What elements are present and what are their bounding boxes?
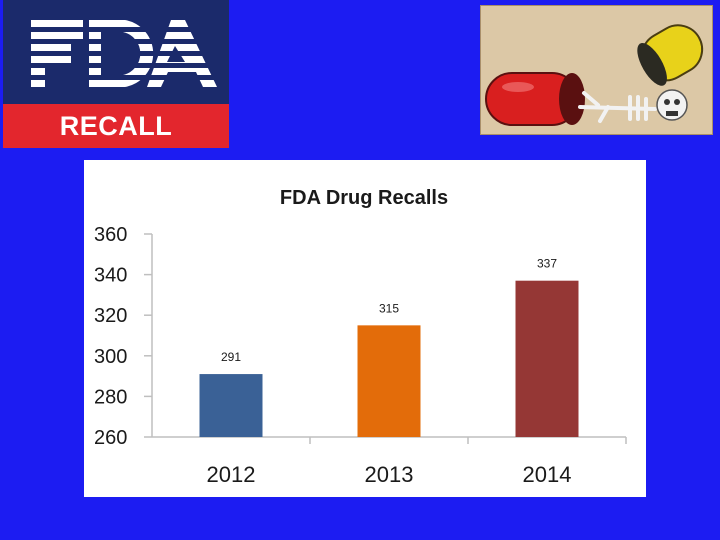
chart-title: FDA Drug Recalls [280,187,448,209]
x-tick-label-2014: 2014 [523,462,572,487]
y-tick-label: 260 [94,427,127,449]
pill-capsule-skeleton-illustration [480,5,713,135]
y-tick-label: 300 [94,346,127,368]
chart-panel: FDA Drug Recalls 260 280 300 320 340 360 291 20… [84,160,646,497]
x-tick-label-2012: 2012 [207,462,256,487]
bar-chart: FDA Drug Recalls 260 280 300 320 340 360 291 20… [94,187,627,487]
recall-label: RECALL [59,111,173,141]
bar-2012 [199,374,263,437]
y-tick-label: 320 [94,305,127,327]
y-tick-label: 340 [94,265,127,287]
y-tick-label: 360 [94,224,127,246]
recall-banner [3,104,229,148]
bar-2013 [357,325,421,437]
fda-wordmark-graphic [31,20,223,87]
x-tick-label-2013: 2013 [365,462,414,487]
fda-recall-logo: RECALL [3,0,229,148]
data-label-2014: 337 [537,257,557,271]
bar-2014 [515,280,579,437]
data-label-2013: 315 [379,301,399,315]
data-label-2012: 291 [221,350,241,364]
y-tick-label: 280 [94,386,127,408]
chart-plot-area: 260 280 300 320 340 360 291 2012 315 2013 337 2014 [94,224,627,487]
